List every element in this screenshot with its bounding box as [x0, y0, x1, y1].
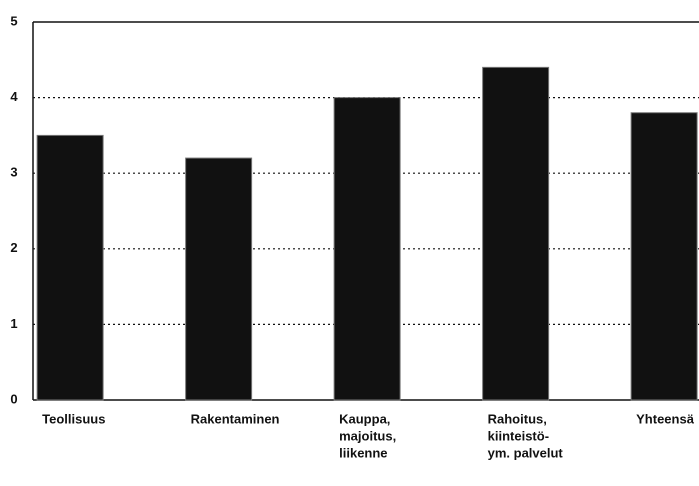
x-tick-label: liikenne [339, 445, 387, 460]
bar [333, 97, 401, 401]
x-tick-label: Rakentaminen [191, 411, 280, 426]
x-tick-label: Teollisuus [42, 411, 105, 426]
y-tick-label: 1 [10, 316, 17, 331]
bar [630, 112, 698, 401]
bar [482, 66, 550, 401]
x-tick-label: Yhteensä [636, 411, 695, 426]
x-tick-label: majoitus, [339, 428, 396, 443]
y-tick-label: 5 [10, 13, 17, 28]
y-tick-label: 4 [10, 89, 18, 104]
bar [36, 134, 104, 401]
x-tick-label: Kauppa, [339, 411, 390, 426]
x-tick-label: kiinteistö- [488, 428, 549, 443]
x-tick-label: ym. palvelut [488, 445, 564, 460]
bar [185, 157, 253, 401]
x-tick-label: Rahoitus, [488, 411, 547, 426]
y-tick-label: 3 [10, 165, 17, 180]
y-tick-label: 0 [10, 391, 17, 406]
y-tick-label: 2 [10, 240, 17, 255]
